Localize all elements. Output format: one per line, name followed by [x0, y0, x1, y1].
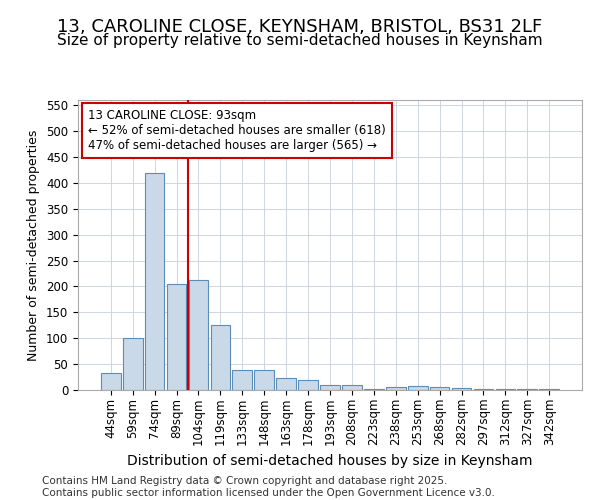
- Bar: [430, 388, 449, 390]
- Bar: [364, 389, 384, 390]
- Bar: [298, 380, 318, 390]
- Bar: [496, 389, 515, 390]
- Bar: [101, 373, 121, 390]
- Text: Size of property relative to semi-detached houses in Keynsham: Size of property relative to semi-detach…: [57, 32, 543, 48]
- Bar: [386, 387, 406, 390]
- Bar: [188, 280, 208, 390]
- Text: 13, CAROLINE CLOSE, KEYNSHAM, BRISTOL, BS31 2LF: 13, CAROLINE CLOSE, KEYNSHAM, BRISTOL, B…: [58, 18, 542, 36]
- Bar: [145, 172, 164, 390]
- Bar: [408, 386, 428, 390]
- Bar: [452, 388, 472, 390]
- Bar: [123, 338, 143, 390]
- Bar: [232, 370, 252, 390]
- Text: Contains HM Land Registry data © Crown copyright and database right 2025.
Contai: Contains HM Land Registry data © Crown c…: [42, 476, 495, 498]
- Bar: [320, 386, 340, 390]
- Bar: [276, 378, 296, 390]
- Bar: [254, 370, 274, 390]
- X-axis label: Distribution of semi-detached houses by size in Keynsham: Distribution of semi-detached houses by …: [127, 454, 533, 468]
- Bar: [167, 284, 187, 390]
- Text: 13 CAROLINE CLOSE: 93sqm
← 52% of semi-detached houses are smaller (618)
47% of : 13 CAROLINE CLOSE: 93sqm ← 52% of semi-d…: [88, 108, 386, 152]
- Bar: [342, 386, 362, 390]
- Bar: [539, 389, 559, 390]
- Bar: [211, 325, 230, 390]
- Y-axis label: Number of semi-detached properties: Number of semi-detached properties: [28, 130, 40, 360]
